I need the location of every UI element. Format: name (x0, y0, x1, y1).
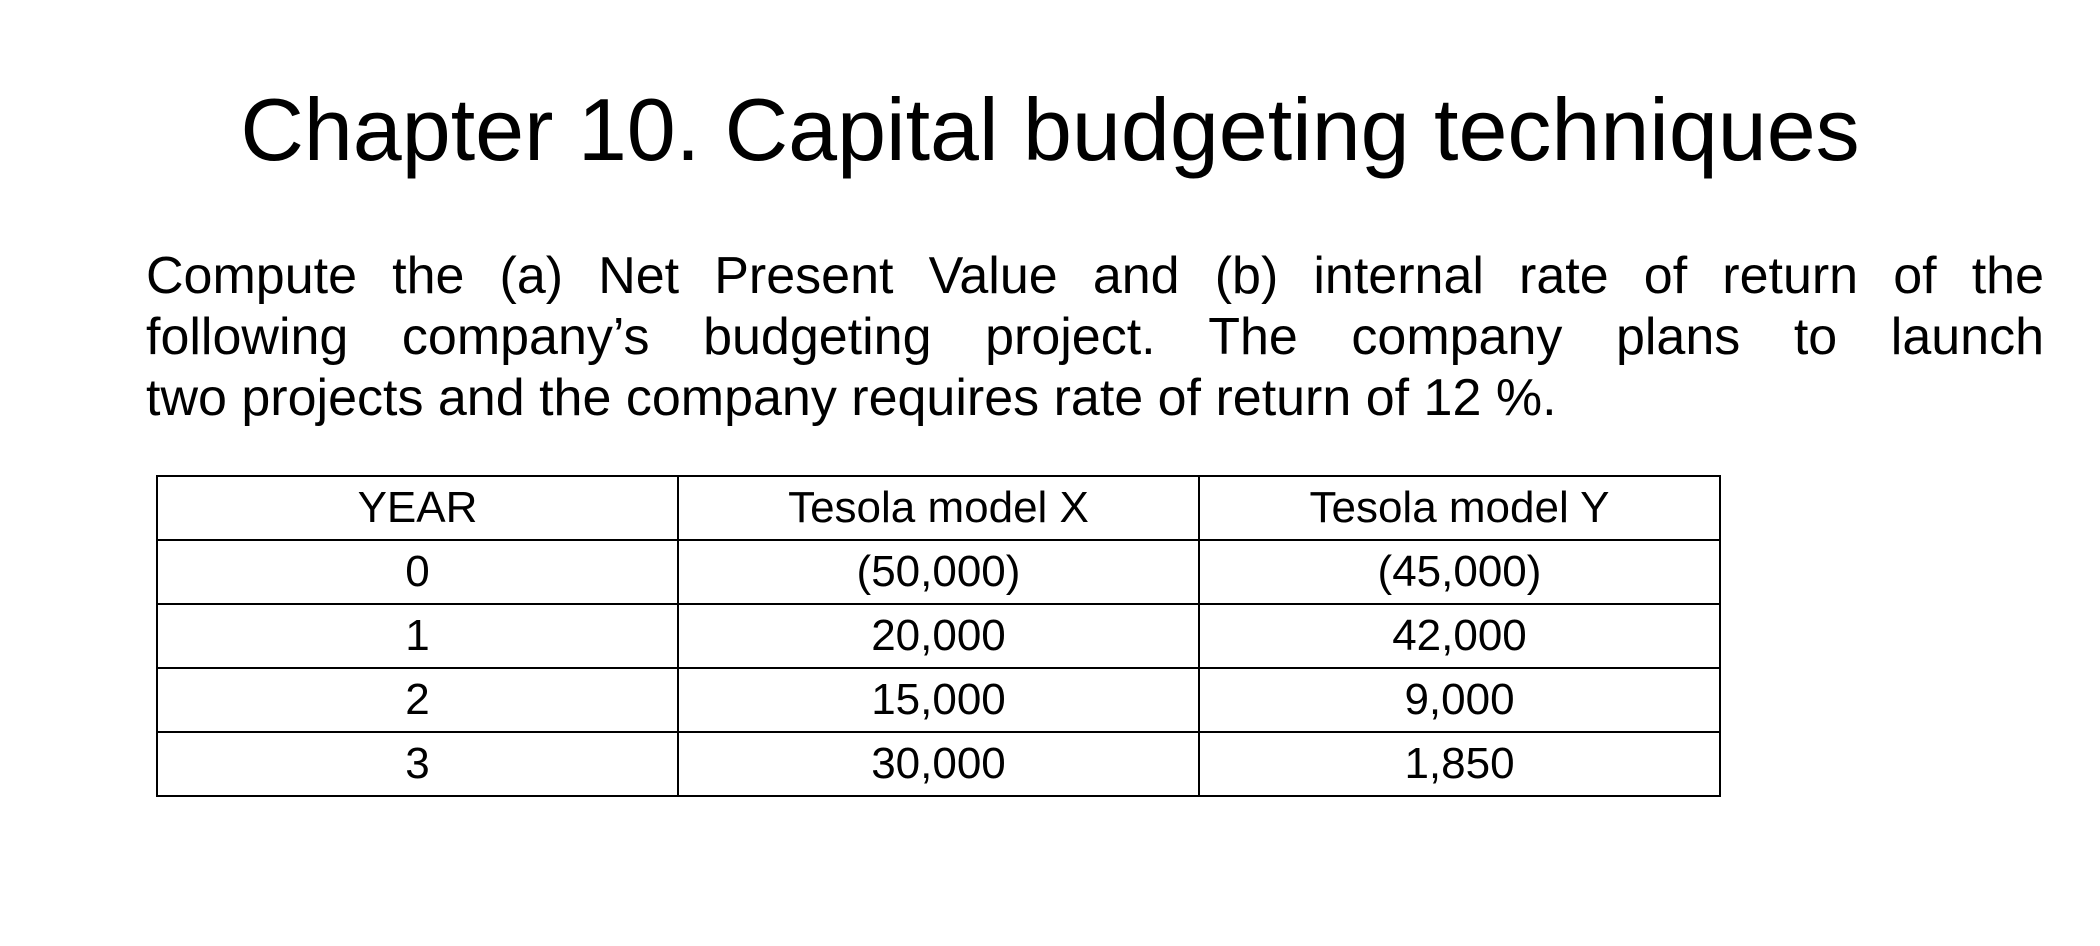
table-cell: (45,000) (1198, 539, 1721, 605)
header-row: YEAR Tesola model X Tesola model Y (156, 475, 1721, 541)
table-cell: 20,000 (677, 603, 1200, 669)
table-cell: 1 (156, 603, 679, 669)
table-head: YEAR Tesola model X Tesola model Y (156, 475, 1721, 541)
table-cell: 30,000 (677, 731, 1200, 797)
table-cell: 3 (156, 731, 679, 797)
header-cell: Tesola model Y (1198, 475, 1721, 541)
table-cell: 0 (156, 539, 679, 605)
table-cell: 42,000 (1198, 603, 1721, 669)
table-row: 1 20,000 42,000 (156, 603, 1721, 669)
text-line: two projects and the company requires ra… (146, 369, 1557, 427)
cash-flow-table: YEAR Tesola model X Tesola model Y 0 (50,00… (156, 475, 1721, 797)
table-body: 0 (50,000) (45,000) 1 20,000 42,000 2 15,000 9,0… (156, 539, 1721, 797)
table-cell: 2 (156, 667, 679, 733)
table-cell: 1,850 (1198, 731, 1721, 797)
table-row: 2 15,000 9,000 (156, 667, 1721, 733)
table-row: 3 30,000 1,850 (156, 731, 1721, 797)
header-cell: YEAR (156, 475, 679, 541)
table-row: 0 (50,000) (45,000) (156, 539, 1721, 605)
problem-text: Compute the (a) Net Present Value and (b… (146, 246, 2044, 429)
table-cell: 15,000 (677, 667, 1200, 733)
header-cell: Tesola model X (677, 475, 1200, 541)
text-line: Compute the (a) Net Present Value and (b… (146, 247, 2044, 305)
slide-title: Chapter 10. Capital budgeting techniques (240, 80, 1860, 179)
table-cell: (50,000) (677, 539, 1200, 605)
text-line: following company’s budgeting project. T… (146, 308, 2044, 366)
table-cell: 9,000 (1198, 667, 1721, 733)
